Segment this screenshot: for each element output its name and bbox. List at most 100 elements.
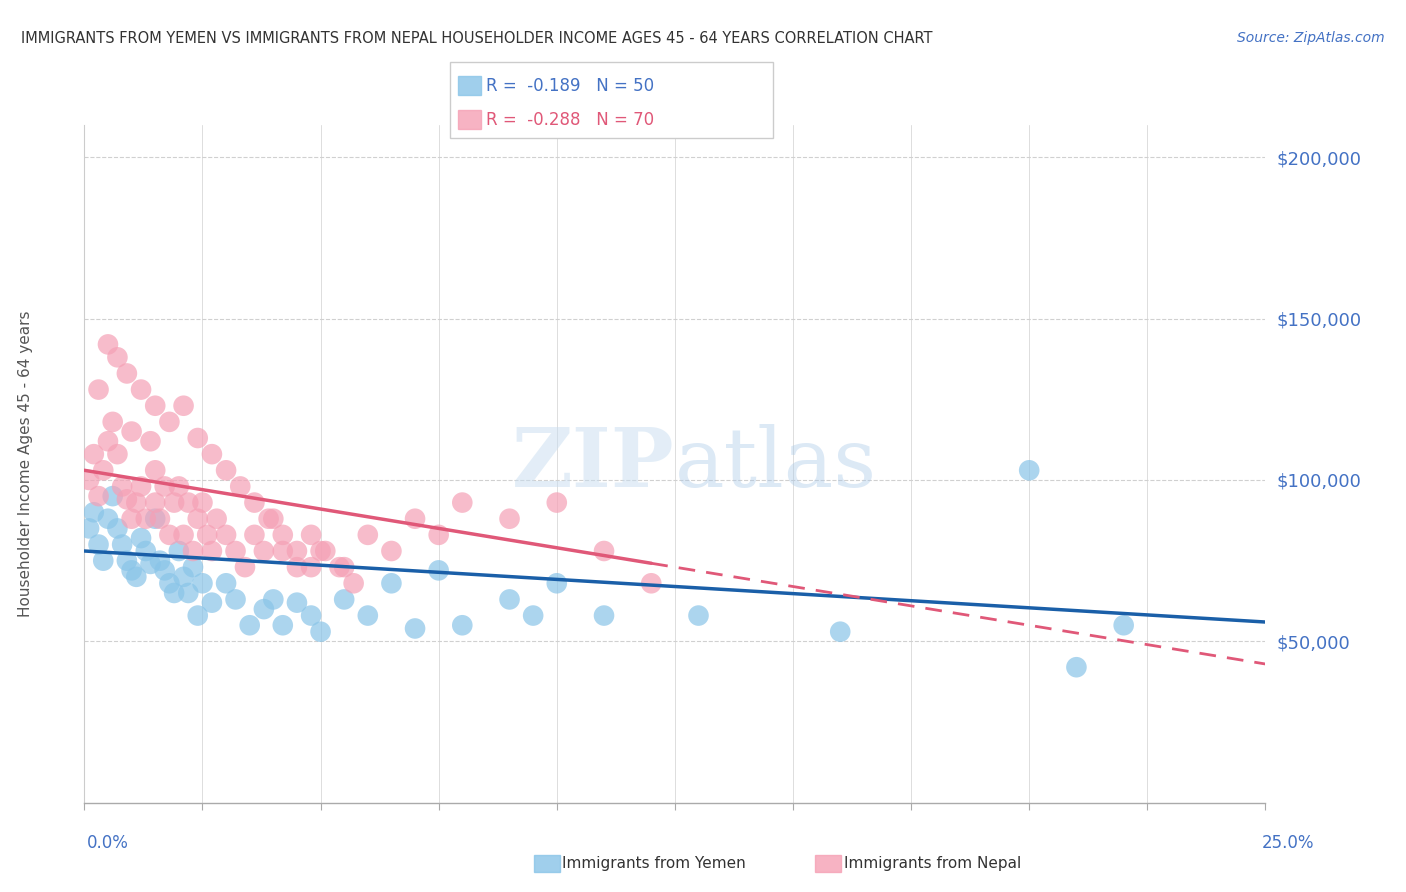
Point (97, 434, 120, 449)
Point (253, 544, 276, 558)
Point (229, 479, 252, 493)
Point (129, 479, 152, 493)
Point (163, 495, 186, 509)
Point (314, 544, 336, 558)
Point (262, 512, 284, 526)
Point (285, 560, 308, 574)
Point (1112, 618, 1135, 632)
Point (125, 495, 148, 509)
Point (328, 560, 350, 574)
Point (640, 576, 662, 591)
Point (77, 521, 100, 535)
Point (139, 557, 162, 571)
Point (181, 544, 204, 558)
Point (107, 521, 129, 535)
Point (380, 544, 402, 558)
Point (243, 528, 266, 542)
Point (404, 512, 426, 526)
Point (830, 624, 852, 639)
Point (201, 544, 224, 558)
Text: atlas: atlas (675, 424, 877, 504)
Point (143, 463, 166, 477)
Point (225, 592, 247, 607)
Point (87, 537, 110, 551)
Point (239, 618, 262, 632)
Point (271, 544, 294, 558)
Point (177, 586, 200, 600)
Point (101, 415, 124, 429)
Point (427, 528, 450, 542)
Point (87, 489, 110, 503)
Point (163, 586, 186, 600)
Point (427, 563, 450, 577)
Point (111, 479, 134, 493)
Point (191, 495, 214, 509)
Point (87, 383, 110, 397)
Point (380, 576, 402, 591)
Point (187, 431, 209, 445)
Point (187, 512, 209, 526)
Point (97, 337, 120, 351)
Point (149, 512, 172, 526)
Point (167, 479, 190, 493)
Point (173, 570, 195, 584)
Point (181, 560, 204, 574)
Text: Immigrants from Nepal: Immigrants from Nepal (844, 856, 1021, 871)
Point (309, 624, 332, 639)
Point (451, 618, 474, 632)
Point (243, 495, 266, 509)
Point (97, 512, 120, 526)
Point (135, 544, 157, 558)
Point (129, 531, 152, 545)
Point (343, 576, 366, 591)
Point (121, 512, 143, 526)
Point (143, 495, 166, 509)
Text: IMMIGRANTS FROM YEMEN VS IMMIGRANTS FROM NEPAL HOUSEHOLDER INCOME AGES 45 - 64 Y: IMMIGRANTS FROM YEMEN VS IMMIGRANTS FROM… (21, 31, 932, 46)
Point (215, 463, 238, 477)
Point (129, 383, 152, 397)
Point (333, 592, 356, 607)
Point (285, 544, 308, 558)
Point (143, 512, 166, 526)
Point (77, 473, 100, 487)
Point (157, 415, 180, 429)
Point (357, 528, 380, 542)
Point (593, 608, 616, 623)
Point (187, 608, 209, 623)
Point (285, 596, 308, 610)
Point (107, 447, 129, 461)
Point (688, 608, 710, 623)
Point (195, 528, 218, 542)
Point (593, 544, 616, 558)
Point (191, 576, 214, 591)
Point (546, 576, 568, 591)
Text: ZIP: ZIP (512, 424, 675, 504)
Point (157, 576, 180, 591)
Point (111, 537, 134, 551)
Point (91, 463, 114, 477)
Point (157, 528, 180, 542)
Point (498, 592, 520, 607)
Point (139, 434, 162, 449)
Point (83, 505, 105, 519)
Point (1018, 463, 1040, 477)
Point (271, 528, 294, 542)
Point (299, 528, 322, 542)
Point (143, 399, 166, 413)
Point (262, 592, 284, 607)
Point (153, 479, 176, 493)
Point (357, 608, 380, 623)
Point (271, 618, 294, 632)
Point (121, 425, 143, 439)
Point (173, 399, 195, 413)
Point (215, 576, 238, 591)
Point (91, 554, 114, 568)
Point (107, 351, 129, 365)
Point (135, 512, 157, 526)
Point (149, 554, 172, 568)
Point (125, 570, 148, 584)
Point (233, 560, 256, 574)
Point (215, 528, 238, 542)
Point (101, 489, 124, 503)
Point (451, 495, 474, 509)
